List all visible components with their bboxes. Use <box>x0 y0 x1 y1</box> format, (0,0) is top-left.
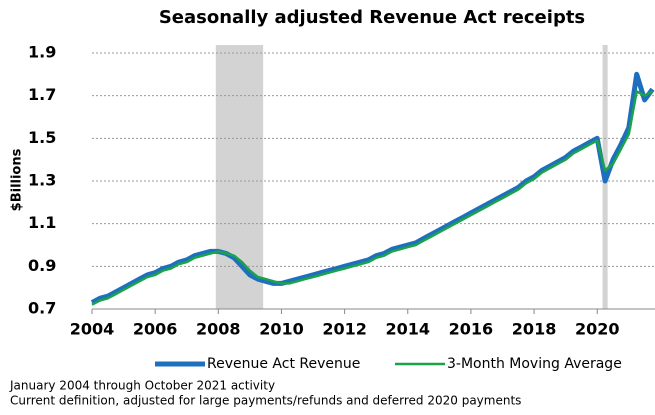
x-tick-label: 2008 <box>196 320 241 339</box>
note: January 2004 through October 2021 activi… <box>9 379 275 393</box>
x-tick-label: 2010 <box>259 320 304 339</box>
x-tick-label: 2004 <box>70 320 115 339</box>
note: Current definition, adjusted for large p… <box>10 394 521 408</box>
x-tick-label: 2014 <box>385 320 430 339</box>
x-tick-label: 2018 <box>512 320 557 339</box>
y-axis-label: $Billions <box>10 148 25 211</box>
x-tick-label: 2006 <box>133 320 178 339</box>
legend-label: Revenue Act Revenue <box>207 356 360 372</box>
y-tick-label: 1.7 <box>28 85 56 104</box>
series-line <box>91 90 654 306</box>
y-tick-label: 1.5 <box>28 128 56 147</box>
shaded-band <box>215 45 264 309</box>
x-tick-label: 2012 <box>322 320 367 339</box>
chart-title: Seasonally adjusted Revenue Act receipts <box>159 7 585 28</box>
y-tick-label: 0.9 <box>28 256 56 275</box>
x-tick-label: 2016 <box>449 320 494 339</box>
y-tick-label: 1.1 <box>28 213 56 232</box>
x-tick-label: 2020 <box>575 320 620 339</box>
y-tick-label: 1.3 <box>28 171 56 190</box>
y-tick-label: 1.9 <box>28 43 56 62</box>
y-tick-label: 0.7 <box>28 299 56 318</box>
series-line <box>90 71 655 305</box>
legend-label: 3-Month Moving Average <box>447 356 622 372</box>
